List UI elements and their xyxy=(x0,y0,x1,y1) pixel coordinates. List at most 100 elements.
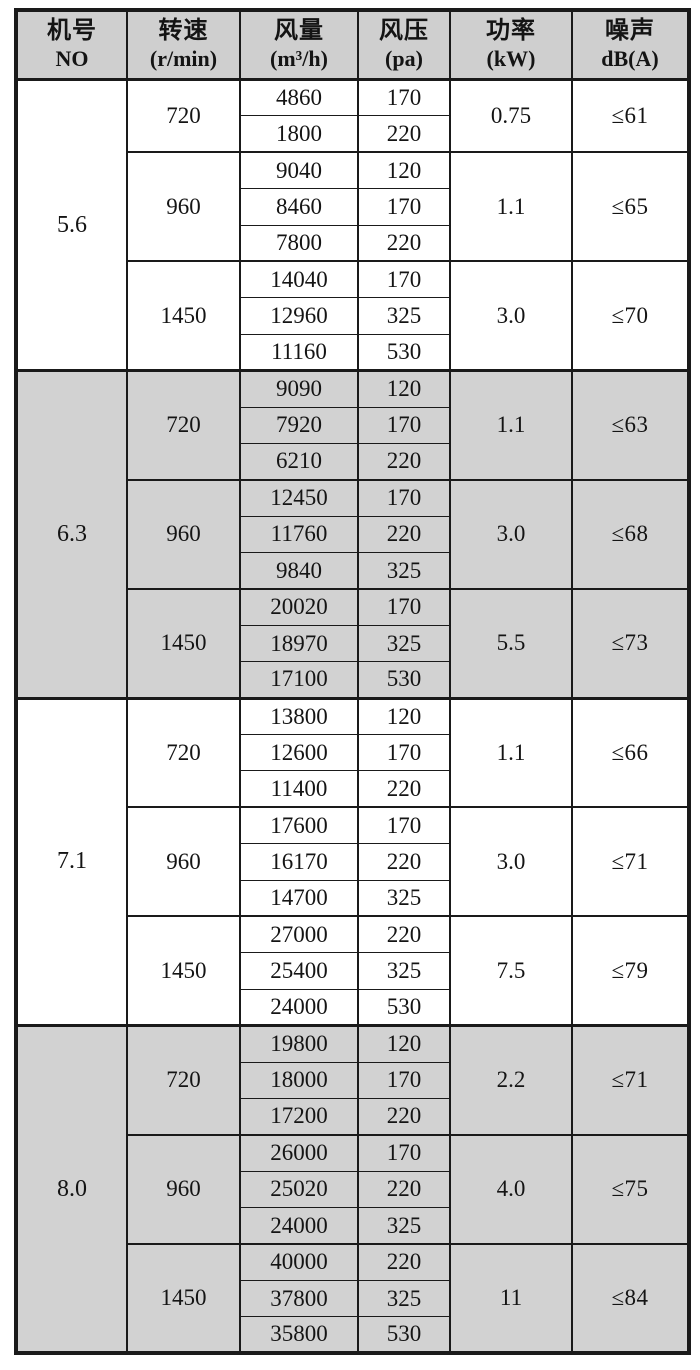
rpm-cell: 960 xyxy=(126,151,241,263)
rpm-cell: 960 xyxy=(126,1133,241,1246)
airflow-cell: 7800 xyxy=(239,224,359,262)
pressure-cell: 220 xyxy=(357,770,451,808)
rpm-cell: 720 xyxy=(126,696,241,809)
table-row: 6.3 720 9090 120 1.1 ≤63 xyxy=(15,369,690,700)
airflow-cell: 24000 xyxy=(239,988,359,1027)
machine-no-cell: 7.1 xyxy=(15,696,128,1027)
table-row: 1450 20020 170 5.5 ≤73 xyxy=(16,587,690,700)
rpm-cell: 1450 xyxy=(126,915,241,1027)
table-row: 17100 530 xyxy=(16,661,689,699)
noise-cell: ≤68 xyxy=(571,478,690,590)
pressure-cell: 170 xyxy=(357,406,451,444)
airflow-cell: 14040 xyxy=(239,260,359,299)
table-row: 1450 27000 220 7.5 ≤79 xyxy=(16,915,690,1027)
col-header-power-unit: (kW) xyxy=(486,46,536,72)
airflow-cell: 18000 xyxy=(239,1061,359,1099)
rpm-cell: 960 xyxy=(126,478,241,590)
col-header-power-zh: 功率 xyxy=(486,17,536,44)
pressure-cell: 220 xyxy=(357,1242,451,1281)
pressure-cell: 120 xyxy=(357,151,451,190)
airflow-cell: 11760 xyxy=(239,515,359,554)
noise-cell: ≤71 xyxy=(571,806,690,918)
airflow-cell: 8460 xyxy=(239,188,359,226)
noise-cell: ≤70 xyxy=(571,260,690,372)
pressure-cell: 530 xyxy=(357,988,451,1027)
fan-spec-table: 机号 NO 转速 (r/min) 风量 (m³/h) 风压 (pa) 功率 (kW) 噪声 dB(A)… xyxy=(14,8,691,1356)
noise-cell: ≤84 xyxy=(571,1242,690,1355)
airflow-cell: 7920 xyxy=(239,406,359,444)
table-row: 6210 220 xyxy=(16,442,689,481)
table-row: 11400 220 xyxy=(16,770,689,808)
noise-cell: ≤79 xyxy=(571,915,690,1027)
col-header-no: 机号 NO xyxy=(15,9,128,81)
col-header-noise-zh: 噪声 xyxy=(605,17,655,44)
noise-cell: ≤66 xyxy=(571,696,690,809)
rpm-cell: 720 xyxy=(126,78,241,154)
pressure-cell: 170 xyxy=(357,587,451,626)
noise-cell: ≤61 xyxy=(571,78,690,154)
table-row: 18000 170 xyxy=(16,1061,689,1099)
airflow-cell: 40000 xyxy=(239,1242,359,1281)
table-row: 960 12450 170 3.0 ≤68 xyxy=(16,478,690,590)
pressure-cell: 530 xyxy=(357,1316,451,1354)
pressure-cell: 220 xyxy=(357,442,451,481)
col-header-power: 功率 (kW) xyxy=(449,9,573,81)
rpm-cell: 1450 xyxy=(126,1242,241,1355)
power-cell: 1.1 xyxy=(449,696,573,809)
airflow-cell: 17200 xyxy=(239,1097,359,1136)
noise-cell: ≤63 xyxy=(571,369,690,481)
header-row: 机号 NO 转速 (r/min) 风量 (m³/h) 风压 (pa) 功率 (kW) 噪声 dB(A) xyxy=(15,9,690,81)
table-row: 960 17600 170 3.0 ≤71 xyxy=(16,806,690,918)
airflow-cell: 16170 xyxy=(239,843,359,881)
table-row: 1450 14040 170 3.0 ≤70 xyxy=(16,260,690,372)
airflow-cell: 14700 xyxy=(239,879,359,917)
pressure-cell: 170 xyxy=(357,77,451,117)
pressure-cell: 170 xyxy=(357,478,451,517)
pressure-cell: 170 xyxy=(357,806,451,845)
airflow-cell: 25020 xyxy=(239,1170,359,1209)
rpm-cell: 1450 xyxy=(126,587,241,700)
airflow-cell: 19800 xyxy=(239,1024,359,1063)
pressure-cell: 325 xyxy=(357,1207,451,1245)
table-row: 7800 220 xyxy=(16,224,689,262)
pressure-cell: 220 xyxy=(357,115,451,153)
table-row: 24000 325 xyxy=(16,1207,689,1245)
col-header-noise: 噪声 dB(A) xyxy=(571,9,690,81)
col-header-airflow-unit: (m³/h) xyxy=(270,46,328,72)
table-row: 37800 325 xyxy=(16,1279,689,1318)
pressure-cell: 530 xyxy=(357,333,451,372)
pressure-cell: 170 xyxy=(357,1061,451,1099)
table-row: 1450 40000 220 11 ≤84 xyxy=(16,1242,690,1355)
noise-cell: ≤65 xyxy=(571,151,690,263)
pressure-cell: 220 xyxy=(357,915,451,954)
airflow-cell: 18970 xyxy=(239,624,359,663)
table-row: 17200 220 xyxy=(16,1097,689,1136)
table-row: 9840 325 xyxy=(16,552,689,590)
table-row: 7.1 720 13800 120 1.1 ≤66 xyxy=(15,696,690,1027)
table-body: 5.6 720 4860 170 0.75 ≤61 1800 220 960 9040 120 1.1… xyxy=(15,77,690,1355)
col-header-pressure-unit: (pa) xyxy=(385,46,423,72)
table-header: 机号 NO 转速 (r/min) 风量 (m³/h) 风压 (pa) 功率 (kW) 噪声 dB(A) xyxy=(15,9,690,81)
airflow-cell: 4860 xyxy=(239,77,359,117)
power-cell: 3.0 xyxy=(449,806,573,918)
noise-cell: ≤73 xyxy=(571,587,690,700)
airflow-cell: 6210 xyxy=(239,442,359,481)
airflow-cell: 17100 xyxy=(239,661,359,699)
airflow-cell: 9840 xyxy=(239,552,359,590)
power-cell: 0.75 xyxy=(449,78,573,154)
pressure-cell: 220 xyxy=(357,224,451,262)
col-header-airflow: 风量 (m³/h) xyxy=(239,9,359,81)
machine-no-cell: 5.6 xyxy=(15,77,128,372)
table-row: 24000 530 xyxy=(16,988,689,1027)
airflow-cell: 9090 xyxy=(239,369,359,408)
airflow-cell: 11400 xyxy=(239,770,359,808)
power-cell: 3.0 xyxy=(449,478,573,590)
power-cell: 2.2 xyxy=(449,1024,573,1136)
power-cell: 1.1 xyxy=(449,369,573,481)
pressure-cell: 220 xyxy=(357,843,451,881)
rpm-cell: 1450 xyxy=(126,260,241,372)
rpm-cell: 960 xyxy=(126,806,241,918)
pressure-cell: 120 xyxy=(357,369,451,408)
table-row: 960 26000 170 4.0 ≤75 xyxy=(16,1133,690,1246)
